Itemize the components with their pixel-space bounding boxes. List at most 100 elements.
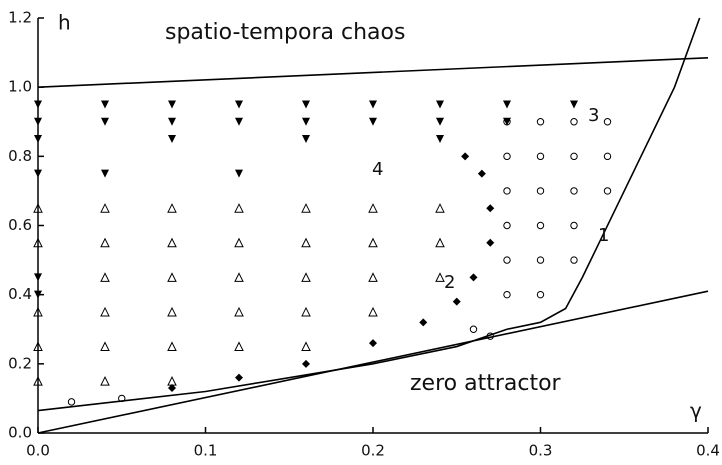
marker-triangle-down [235, 169, 243, 178]
x-tick-label: 0.1 [194, 442, 218, 460]
marker-triangle-up [100, 306, 110, 317]
marker-triangle-down [503, 117, 511, 126]
x-tick-label: 0.2 [361, 442, 385, 460]
marker-circle [469, 325, 478, 333]
marker-diamond [469, 273, 478, 282]
marker-triangle-up [167, 272, 177, 282]
marker-triangle-down [101, 169, 109, 178]
y-tick-label: 0.6 [8, 216, 32, 234]
marker-circle [536, 118, 545, 126]
marker-triangle-up [167, 237, 177, 248]
marker-circle [503, 152, 511, 161]
marker-triangle-down [436, 117, 444, 126]
marker-triangle-up [234, 203, 244, 213]
y-axis-label: h [58, 11, 71, 35]
marker-triangle-up [435, 203, 445, 213]
marker-circle [570, 221, 578, 230]
marker-triangle-up [100, 203, 110, 213]
annotation: 3 [588, 105, 599, 126]
marker-triangle-up [234, 237, 244, 248]
marker-circle [536, 187, 545, 195]
marker-diamond [369, 339, 377, 348]
marker-triangle-down [302, 135, 310, 144]
marker-circle [536, 256, 545, 264]
marker-triangle-down [369, 117, 377, 126]
marker-triangle-up [167, 341, 177, 352]
marker-triangle-down [235, 117, 243, 126]
marker-circle [570, 152, 578, 161]
marker-triangle-up [33, 203, 43, 213]
marker-triangle-up [167, 376, 177, 386]
marker-triangle-down [34, 117, 42, 126]
marker-triangle-up [435, 272, 445, 282]
marker-triangle-up [368, 306, 378, 317]
marker-triangle-down [168, 117, 176, 126]
marker-circle [603, 152, 612, 161]
boundary-line [37, 290, 709, 434]
marker-triangle-down [34, 100, 42, 109]
y-tick-label: 1.2 [8, 9, 32, 27]
marker-circle [603, 118, 612, 126]
marker-triangle-up [301, 306, 311, 317]
marker-triangle-up [301, 203, 311, 213]
annotation: spatio-tempora chaos [165, 20, 405, 45]
marker-triangle-down [34, 135, 42, 144]
marker-circle [503, 256, 511, 264]
marker-circle [536, 152, 545, 161]
marker-triangle-down [101, 100, 109, 109]
marker-circle [67, 398, 76, 406]
marker-triangle-up [100, 272, 110, 282]
marker-triangle-up [234, 306, 244, 317]
marker-triangle-up [301, 272, 311, 282]
marker-triangle-up [167, 306, 177, 317]
marker-circle [503, 118, 511, 126]
annotation: 4 [372, 159, 383, 180]
marker-triangle-down [503, 100, 511, 109]
marker-triangle-up [435, 237, 445, 248]
marker-diamond [477, 169, 486, 178]
marker-triangle-down [302, 117, 310, 126]
marker-diamond [486, 204, 495, 213]
marker-triangle-up [100, 237, 110, 248]
marker-diamond [452, 297, 461, 306]
marker-circle [503, 290, 511, 299]
boundary-line [37, 17, 701, 412]
marker-diamond [302, 359, 310, 368]
marker-triangle-down [369, 100, 377, 109]
annotation: zero attractor [410, 371, 562, 396]
marker-circle [570, 118, 578, 126]
marker-circle [486, 332, 494, 340]
marker-triangle-up [234, 272, 244, 282]
marker-triangle-up [33, 376, 43, 386]
marker-circle [536, 221, 545, 230]
y-tick-label: 1.0 [8, 78, 32, 96]
marker-triangle-up [33, 341, 43, 352]
marker-triangle-down [34, 169, 42, 178]
marker-circle [603, 187, 612, 195]
marker-triangle-down [436, 135, 444, 144]
marker-triangle-up [368, 203, 378, 213]
marker-triangle-down [34, 273, 42, 282]
x-tick-label: 0.3 [529, 442, 553, 460]
annotation: 1 [598, 225, 609, 246]
marker-circle [536, 290, 545, 299]
marker-triangle-down [302, 100, 310, 109]
marker-circle [118, 394, 126, 403]
y-tick-label: 0.2 [8, 354, 32, 372]
x-axis-label: γ [690, 399, 702, 423]
marker-triangle-up [167, 203, 177, 213]
marker-triangle-up [368, 237, 378, 248]
marker-triangle-up [100, 376, 110, 386]
marker-circle [503, 187, 511, 195]
marker-triangle-up [301, 341, 311, 352]
marker-triangle-down [436, 100, 444, 109]
marker-diamond [419, 318, 428, 327]
marker-triangle-up [100, 341, 110, 352]
marker-triangle-up [33, 237, 43, 248]
annotation: 2 [444, 272, 455, 293]
marker-triangle-up [368, 272, 378, 282]
y-tick-label: 0.0 [8, 424, 32, 442]
marker-diamond [168, 384, 176, 393]
marker-diamond [461, 152, 470, 161]
